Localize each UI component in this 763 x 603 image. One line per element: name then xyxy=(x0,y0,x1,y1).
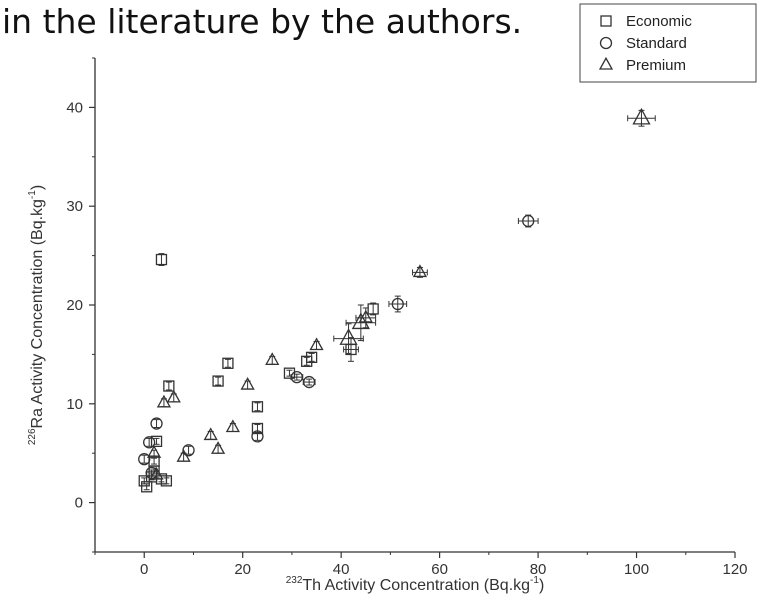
x-tick-label: 20 xyxy=(234,561,251,578)
y-axis-title-unit-sup: -1 xyxy=(27,190,38,199)
data-point-triangle xyxy=(339,328,358,345)
data-point-circle xyxy=(143,436,156,449)
legend-label: Standard xyxy=(626,35,687,52)
data-point-triangle xyxy=(166,389,181,403)
data-point-square xyxy=(150,435,163,447)
data-point-square xyxy=(163,380,175,392)
data-point-triangle xyxy=(149,466,164,480)
legend-marker-triangle xyxy=(598,56,614,70)
data-point-square xyxy=(251,401,264,413)
data-point-triangle xyxy=(156,394,172,408)
page-caption: in the literature by the authors. xyxy=(2,2,523,41)
data-point-circle xyxy=(303,375,316,389)
data-point-triangle xyxy=(358,309,373,323)
series-premium xyxy=(146,107,656,480)
data-point-circle xyxy=(138,452,151,466)
data-point-triangle xyxy=(210,441,226,454)
data-point-square xyxy=(283,367,296,379)
data-point-triangle xyxy=(412,264,428,278)
data-point-triangle xyxy=(265,352,280,366)
y-axis-title: 226Ra Activity Concentration (Bq.kg-1) xyxy=(27,185,46,445)
series-economic xyxy=(138,253,379,493)
x-tick-label: 100 xyxy=(624,561,649,578)
legend-label: Premium xyxy=(626,57,686,74)
data-point-triangle xyxy=(240,376,255,390)
data-point-square xyxy=(222,357,234,369)
legend-entry-economic: Economic xyxy=(600,13,692,30)
data-point-square xyxy=(138,475,150,487)
y-axis-title-close: ) xyxy=(29,185,46,190)
data-point-triangle xyxy=(146,445,162,458)
series-standard xyxy=(138,214,539,480)
y-tick-label: 0 xyxy=(75,495,83,512)
data-point-triangle xyxy=(309,337,324,351)
data-point-circle xyxy=(150,417,163,430)
legend-marker-square xyxy=(600,15,612,27)
y-tick-label: 40 xyxy=(66,99,83,116)
axes: 0 20 40 60 80 100 120 0 10 20 30 40 xyxy=(66,57,748,578)
x-tick-label: 40 xyxy=(333,561,350,578)
data-point-circle xyxy=(522,214,535,228)
data-point-triangle xyxy=(632,107,651,125)
data-point-circle xyxy=(391,297,404,311)
chart-marks xyxy=(138,107,656,493)
data-point-square xyxy=(160,475,173,487)
y-tick-label: 30 xyxy=(66,198,83,215)
legend: Economic Standard Premium xyxy=(579,3,757,83)
data-point-square xyxy=(155,253,168,266)
y-tick-label: 20 xyxy=(66,297,83,314)
y-axis-title-text: Ra Activity Concentration (Bq.kg xyxy=(29,199,46,428)
x-axis-title-close: ) xyxy=(539,577,544,594)
legend-entry-standard: Standard xyxy=(599,35,687,52)
x-axis-title: 232Th Activity Concentration (Bq.kg-1) xyxy=(286,575,545,594)
data-point-triangle xyxy=(351,312,370,330)
data-point-square xyxy=(212,375,224,387)
data-point-circle xyxy=(290,370,303,384)
y-axis-title-sup: 226 xyxy=(27,428,38,445)
x-axis-title-sup: 232 xyxy=(286,575,303,586)
x-tick-label: 0 xyxy=(140,561,148,578)
legend-label: Economic xyxy=(626,13,692,30)
legend-entry-premium: Premium xyxy=(598,56,686,74)
y-tick-label: 10 xyxy=(66,396,83,413)
x-tick-label: 120 xyxy=(722,561,747,578)
data-point-circle xyxy=(251,430,264,443)
data-point-square xyxy=(305,351,318,364)
x-tick-label: 80 xyxy=(530,561,547,578)
x-axis-title-unit-sup: -1 xyxy=(530,575,539,586)
x-tick-label: 60 xyxy=(431,561,448,578)
data-point-triangle xyxy=(203,427,218,441)
legend-marker-circle xyxy=(599,36,613,50)
data-point-triangle xyxy=(225,419,240,433)
data-point-triangle xyxy=(176,449,191,462)
data-point-square xyxy=(367,303,379,315)
x-axis-title-text: Th Activity Concentration (Bq.kg xyxy=(302,577,530,594)
